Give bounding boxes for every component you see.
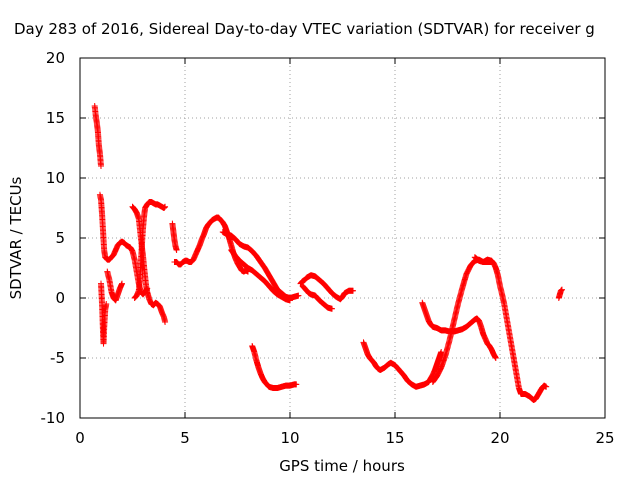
data-series-segment — [104, 268, 125, 304]
y-tick-label: 15 — [46, 109, 65, 127]
data-series-segment — [219, 229, 302, 301]
data-series-segment — [91, 103, 104, 169]
y-tick-label: 5 — [55, 229, 65, 247]
y-tick-label: -5 — [50, 349, 65, 367]
data-point — [557, 287, 564, 294]
x-tick-label: 0 — [75, 429, 85, 447]
y-tick-label: 10 — [46, 169, 65, 187]
data-series-segment — [249, 343, 300, 391]
data-series-segment — [96, 191, 151, 298]
x-tick-label: 20 — [490, 429, 509, 447]
y-tick-label: 0 — [55, 289, 65, 307]
data-point — [558, 287, 565, 294]
data-point — [103, 301, 110, 307]
data-series-segment — [98, 280, 110, 347]
data-point — [543, 383, 550, 390]
data-point — [350, 287, 356, 294]
x-tick-label: 5 — [180, 429, 190, 447]
y-tick-label: -10 — [41, 409, 66, 427]
y-tick-label: 20 — [46, 49, 65, 67]
y-axis-label: SDTVAR / TECUs — [7, 176, 25, 299]
data-series-segment — [131, 199, 169, 301]
data-point — [161, 205, 167, 211]
data-point — [119, 280, 125, 287]
data-point — [162, 203, 169, 210]
data-point — [173, 247, 180, 253]
data-series-segment — [555, 286, 565, 301]
data-point — [438, 349, 445, 355]
data-series-segment — [471, 254, 495, 265]
data-series-segment — [360, 339, 445, 390]
tick-labels: 0 5 10 15 20 25 -10 -5 0 5 10 15 20 — [41, 49, 615, 447]
data-point — [98, 163, 104, 169]
data-point — [329, 305, 335, 312]
data-series-segment — [299, 283, 335, 312]
data-point — [161, 204, 168, 211]
x-axis-label: GPS time / hours — [279, 457, 405, 475]
x-tick-label: 25 — [595, 429, 614, 447]
data-point — [558, 286, 565, 293]
data-series-segment — [297, 272, 356, 303]
data-point — [287, 297, 293, 304]
data-series-segment — [228, 247, 293, 304]
grid — [80, 58, 605, 418]
data-point — [162, 319, 169, 325]
x-tick-label: 15 — [385, 429, 404, 447]
x-tick-label: 10 — [280, 429, 299, 447]
data-point — [488, 259, 495, 265]
axis-ticks — [79, 57, 606, 419]
data-series-segment — [429, 256, 550, 403]
data-point — [492, 355, 499, 361]
data-point — [295, 292, 302, 299]
data-points — [91, 103, 565, 403]
chart-title: Day 283 of 2016, Sidereal Day-to-day VTE… — [14, 20, 595, 38]
plot-frame — [79, 57, 606, 419]
data-point — [293, 381, 300, 388]
data-series-segment — [169, 220, 180, 253]
